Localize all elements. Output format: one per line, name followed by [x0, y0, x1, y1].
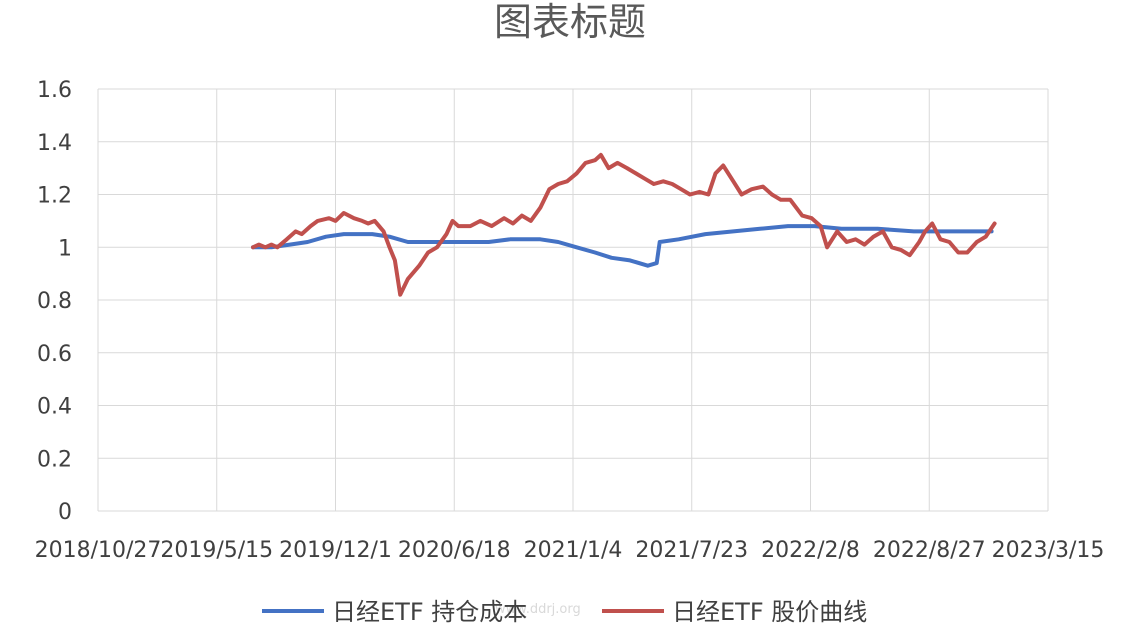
x-tick-label: 2021/1/4 [524, 538, 623, 563]
y-tick-label: 0.6 [37, 342, 72, 367]
legend-label-1: 日经ETF 持仓成本 [332, 598, 527, 626]
x-tick-label: 2019/5/15 [160, 538, 273, 563]
y-tick-label: 1 [58, 236, 72, 261]
x-tick-label: 2019/12/1 [279, 538, 392, 563]
chart-title: 图表标题 [494, 0, 646, 44]
gridlines [97, 88, 1049, 512]
x-tick-label: 2022/2/8 [761, 538, 860, 563]
x-tick-label: 2022/8/27 [873, 538, 986, 563]
x-tick-label: 2020/6/18 [398, 538, 511, 563]
y-axis-tick-labels: 0 0.2 0.4 0.6 0.8 1 1.2 1.4 1.6 [37, 78, 72, 525]
series-line-2 [251, 152, 997, 297]
y-tick-label: 0 [58, 500, 72, 525]
y-tick-label: 1.6 [37, 78, 72, 103]
chart-legend: 日经ETF 持仓成本 日经ETF 股价曲线 [262, 598, 867, 626]
watermark-text: www.ddrj.org [495, 602, 581, 617]
y-tick-label: 1.4 [37, 131, 72, 156]
y-tick-label: 0.2 [37, 447, 72, 472]
y-tick-label: 0.8 [37, 289, 72, 314]
x-tick-label: 2021/7/23 [635, 538, 748, 563]
series-lines [251, 152, 997, 297]
y-tick-label: 1.2 [37, 184, 72, 209]
legend-label-2: 日经ETF 股价曲线 [672, 598, 867, 626]
x-tick-label: 2018/10/27 [35, 538, 162, 563]
y-tick-label: 0.4 [37, 395, 72, 420]
x-tick-label: 2023/3/15 [992, 538, 1105, 563]
series-line-1 [251, 224, 994, 268]
